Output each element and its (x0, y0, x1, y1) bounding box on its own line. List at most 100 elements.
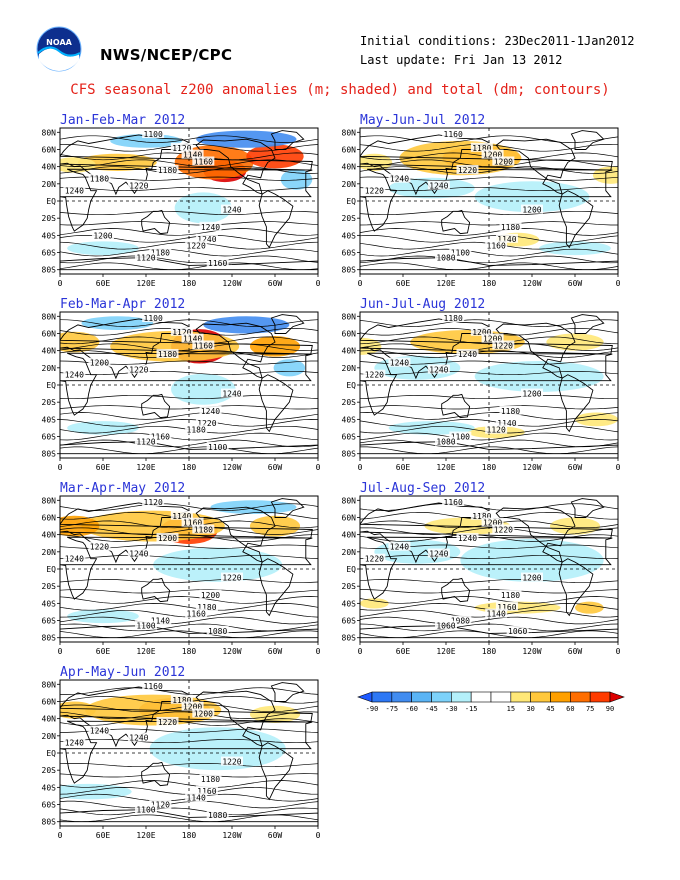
legend-swatch (609, 691, 625, 703)
contour-label: 1240 (65, 739, 84, 748)
anomaly-shade (249, 336, 301, 357)
contour-label: 1240 (390, 359, 409, 368)
contour-label: 1240 (429, 550, 448, 559)
lon-tick-label: 180 (482, 463, 497, 472)
legend-swatch (570, 691, 591, 703)
coastline (360, 257, 618, 271)
coastline (270, 498, 305, 518)
panel-title: Feb-Mar-Apr 2012 (60, 298, 185, 312)
panel-title: May-Jun-Jul 2012 (360, 114, 485, 128)
coastline (558, 374, 594, 433)
contour-label: 1160 (444, 130, 463, 139)
contour-label: 1140 (187, 794, 206, 803)
lat-tick-label: 80N (342, 312, 357, 321)
legend-swatch (550, 691, 571, 703)
contour-label: 1220 (90, 543, 109, 552)
coastline (60, 257, 318, 271)
lat-tick-label: 80N (342, 496, 357, 505)
coastline (495, 506, 576, 563)
legend-swatch (391, 691, 412, 703)
coastline (60, 536, 313, 600)
contour-label: 1240 (90, 727, 109, 736)
legend-swatch (411, 691, 432, 703)
contour-label: 1160 (187, 610, 206, 619)
anomaly-shade (539, 241, 611, 256)
lat-tick-label: 40S (42, 783, 57, 792)
legend-swatch (371, 691, 393, 703)
contour-label: 1140 (497, 419, 516, 428)
contour-label: 1120 (144, 498, 163, 507)
coastline (270, 130, 305, 150)
legend-swatch (357, 691, 373, 703)
contour-line (60, 527, 318, 535)
contour-label: 1180 (201, 775, 220, 784)
lat-tick-label: 20S (42, 766, 57, 775)
contour-label: 1100 (451, 433, 470, 442)
contour-label: 1200 (93, 231, 112, 240)
lat-tick-label: 20S (342, 214, 357, 223)
anomaly-shade (388, 421, 475, 435)
contour-line (360, 412, 618, 420)
contour-label: 1220 (197, 419, 216, 428)
lat-tick-label: 20S (42, 582, 57, 591)
lon-tick-label: 60W (268, 279, 283, 288)
contour-line (60, 616, 318, 625)
coastline (441, 209, 471, 235)
anomaly-shade (60, 331, 100, 353)
contour-label: 1100 (136, 622, 155, 631)
coastline (441, 577, 471, 603)
coastline (195, 506, 276, 563)
contour-line (60, 773, 318, 778)
contour-label: 1120 (151, 801, 170, 810)
lon-tick-label: 0 (58, 279, 63, 288)
contour-label: 1100 (144, 130, 163, 139)
contour-label: 1220 (458, 166, 477, 175)
lon-tick-label: 60E (96, 279, 111, 288)
lon-tick-label: 60E (96, 831, 111, 840)
lat-tick-label: 20N (42, 180, 57, 189)
contour-label: 1200 (90, 359, 109, 368)
coastline (570, 130, 605, 150)
lat-tick-label: EQ (346, 381, 356, 390)
lat-tick-label: 80N (42, 496, 57, 505)
legend-tick-label: -30 (445, 705, 458, 713)
contour-label: 1180 (472, 144, 491, 153)
coastline (558, 558, 594, 617)
anomaly-shade (249, 705, 301, 723)
map-panel-jja: Jun-Jul-Aug 2012118012001200122012401240… (342, 298, 621, 472)
contour-label: 1220 (222, 574, 241, 583)
contour-line (60, 350, 318, 358)
anomaly-shade (246, 144, 304, 169)
legend-swatch (431, 691, 452, 703)
coastline (258, 190, 294, 249)
contour-label: 1160 (151, 433, 170, 442)
lon-tick-label: 0 (316, 279, 321, 288)
contour-line (60, 228, 318, 236)
lat-tick-label: 40S (342, 231, 357, 240)
lon-tick-label: 0 (358, 463, 363, 472)
contour-label: 1100 (451, 249, 470, 258)
contour-label: 1220 (129, 366, 148, 375)
lat-tick-label: 80S (42, 450, 57, 459)
legend-tick-label: 45 (546, 705, 554, 713)
legend-tick-label: -60 (405, 705, 418, 713)
lat-tick-label: 40N (42, 163, 57, 172)
anomaly-shade (460, 538, 604, 582)
anomaly-shade (203, 316, 290, 334)
contour-label: 1180 (158, 166, 177, 175)
lon-tick-label: 180 (482, 279, 497, 288)
contour-label: 1220 (365, 371, 384, 380)
contour-label: 1180 (197, 603, 216, 612)
anomaly-shade (60, 515, 100, 537)
lat-tick-label: 40S (42, 599, 57, 608)
logo-text: NOAA (46, 38, 72, 47)
contour-label: 1240 (429, 182, 448, 191)
contour-line (60, 419, 318, 427)
lon-tick-label: 0 (616, 463, 621, 472)
contour-line (360, 186, 618, 192)
legend-tick-label: -45 (425, 705, 438, 713)
contour-label: 1220 (494, 341, 513, 350)
lon-tick-label: 120W (222, 831, 241, 840)
contour-line (60, 186, 318, 192)
lon-tick-label: 120W (522, 647, 541, 656)
